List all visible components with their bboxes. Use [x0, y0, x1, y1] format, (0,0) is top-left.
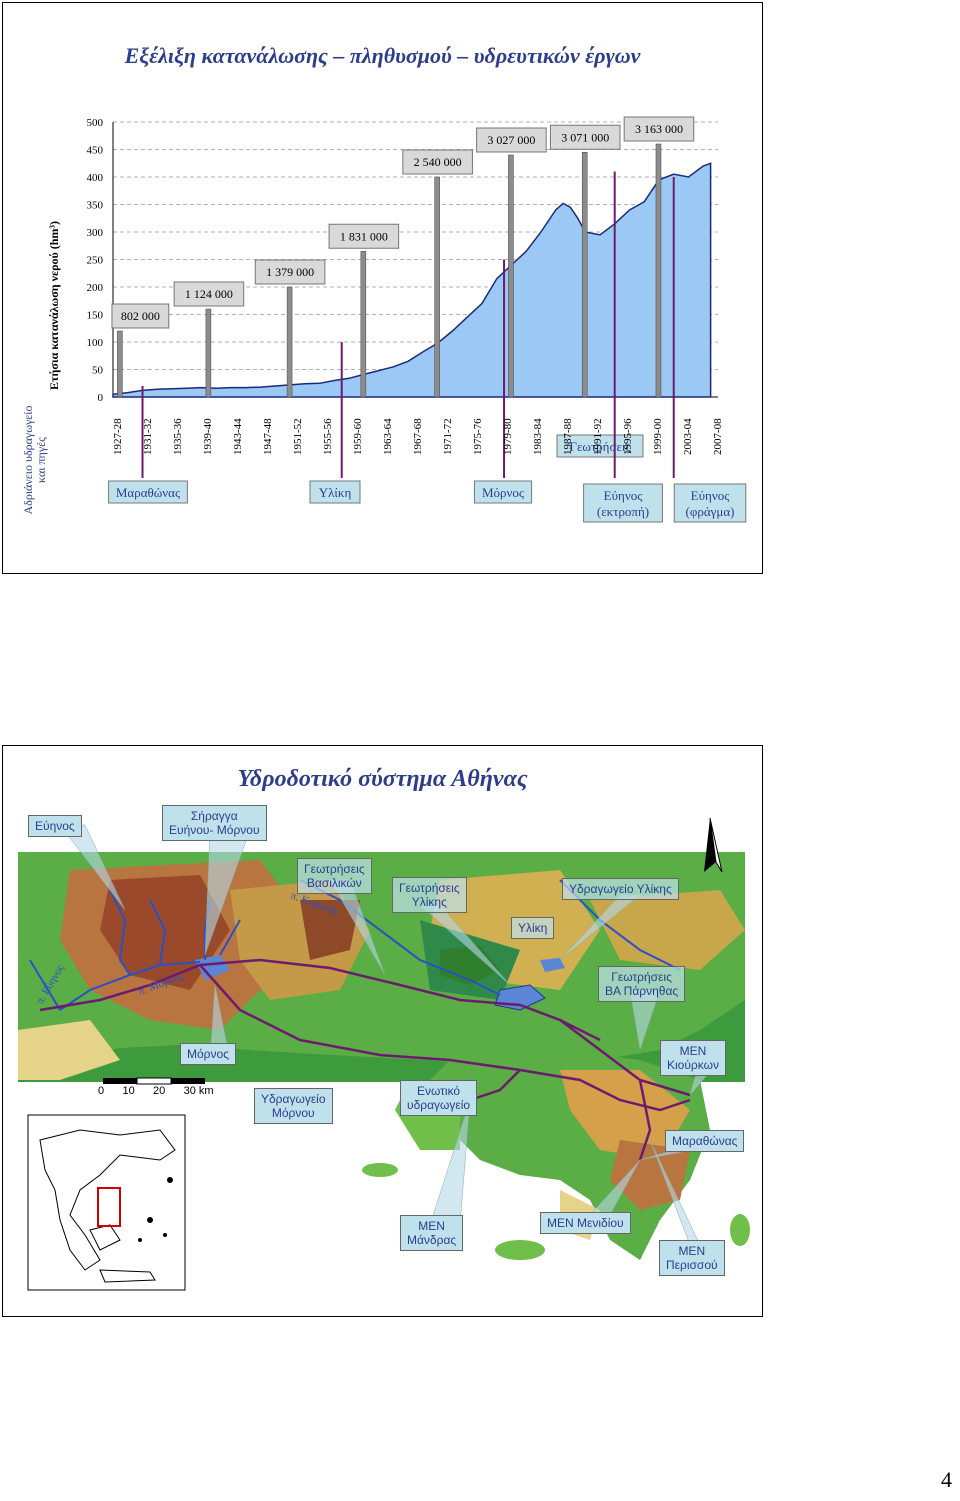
population-bar	[581, 152, 588, 398]
x-tick-label: 1991-92	[592, 418, 604, 455]
x-tick-label: 1955-56	[322, 418, 334, 455]
greece-inset-map	[27, 1114, 186, 1291]
population-label-box	[402, 149, 473, 175]
x-tick-label: 1979-80	[502, 418, 514, 455]
consumption-area	[112, 162, 712, 398]
consumption-chart: 802 000 1 124 000 1 379 000 1 831 000 2 540 …	[87, 116, 747, 523]
population-label-box	[549, 124, 621, 150]
y-tick-label: 350	[87, 200, 104, 212]
callout-evinos: Εύηνος	[28, 815, 82, 837]
slide-title: Εξέλιξη κατανάλωσης – πληθυσμού – υδρευτ…	[124, 43, 641, 68]
population-bar	[655, 143, 662, 398]
y-tick-label: 300	[87, 227, 104, 239]
work-label-box	[673, 483, 747, 523]
work-label-box	[556, 434, 644, 458]
x-tick-label: 1999-00	[652, 418, 664, 455]
population-label: 2 540 000	[414, 155, 462, 169]
scale-bar	[103, 1077, 205, 1085]
population-label-box	[328, 223, 400, 249]
work-label: (φράγμα)	[686, 504, 735, 519]
callout-boreholes-yliki: Γεωτρήσεις Υλίκης	[392, 877, 467, 913]
population-label: 1 379 000	[266, 265, 314, 279]
x-tick-label: 1931-32	[142, 418, 154, 455]
population-bar	[360, 251, 367, 398]
rivers	[29, 879, 681, 1011]
x-tick-label: 1995-96	[622, 418, 634, 455]
callout-men-kiourka: ΜΕΝ Κιούρκων	[660, 1040, 726, 1076]
population-bar	[508, 154, 514, 398]
population-bar	[117, 330, 123, 398]
x-tick-label: 1939-40	[202, 418, 214, 455]
work-label: Εύηνος	[604, 488, 644, 503]
population-label: 3 071 000	[561, 130, 609, 144]
callout-boreholes-vasilika: Γεωτρήσεις Βασιλικών	[297, 858, 372, 894]
population-label-box	[254, 259, 326, 285]
population-label: 1 831 000	[340, 229, 388, 243]
population-bar	[286, 286, 293, 398]
slide-title-2: Υδροδοτικό σύστημα Αθήνας	[237, 766, 528, 792]
population-label-box	[173, 281, 245, 307]
callout-men-mandra: ΜΕΝ Μάνδρας	[400, 1215, 464, 1251]
x-tick-label: 1975-76	[472, 418, 484, 455]
population-label-box	[111, 303, 170, 329]
callout-tunnel: Σήραγγα Ευήνου- Μόρνου	[162, 805, 267, 841]
y-tick-label: 100	[87, 337, 104, 349]
callout-men-menidi: ΜΕΝ Μενιδίου	[540, 1212, 631, 1234]
work-label-box	[583, 483, 663, 523]
x-tick-label: 1959-60	[352, 418, 364, 455]
callout-yliki: Υλίκη	[511, 917, 555, 939]
y-tick-label: 150	[87, 310, 104, 322]
x-tick-label: 1983-84	[532, 418, 544, 455]
x-tick-label: 1943-44	[232, 418, 244, 455]
population-label-box	[623, 116, 695, 142]
y-tick-label: 50	[92, 365, 104, 377]
population-label-box	[476, 127, 547, 153]
aqueducts	[39, 958, 691, 1161]
x-tick-label: 2003-04	[682, 418, 694, 455]
work-label-box	[473, 480, 533, 504]
work-label-box	[309, 480, 361, 504]
work-label: Υλίκη	[319, 485, 352, 500]
callout-mornos-aqueduct: Υδραγωγείο Μόρνου	[254, 1088, 333, 1124]
x-tick-label: 1963-64	[382, 418, 394, 455]
page-number: 4	[941, 1467, 952, 1492]
population-label: 1 124 000	[185, 287, 233, 301]
y-tick-label: 450	[87, 145, 104, 157]
callout-yliki-aqueduct: Υδραγωγείο Υλίκης	[562, 878, 679, 900]
work-label: Γεωτρήσεις	[569, 439, 631, 454]
callout-unified-aqueduct: Ενωτικό υδραγωγείο	[400, 1080, 478, 1116]
work-label: (εκτροπή)	[597, 504, 649, 519]
x-tick-label: 1967-68	[412, 418, 424, 455]
population-label: 802 000	[121, 309, 160, 323]
callout-mornos: Μόρνος	[180, 1043, 236, 1065]
scale-label: 0 10 20 30 km	[98, 1085, 214, 1097]
y-tick-label: 200	[87, 282, 104, 294]
x-tick-label: 1987-88	[562, 418, 574, 455]
y-tick-label: 0	[98, 392, 104, 404]
x-tick-label: 1935-36	[172, 418, 184, 455]
north-arrow-icon	[704, 817, 723, 873]
callout-men-perissos: ΜΕΝ Περισσού	[659, 1240, 725, 1276]
population-label: 3 163 000	[635, 122, 683, 136]
x-tick-label: 1951-52	[292, 418, 304, 455]
population-bar	[434, 176, 440, 398]
work-label: Μαραθώνας	[116, 485, 181, 500]
work-label-box	[108, 480, 188, 504]
x-tick-label: 1971-72	[442, 418, 454, 455]
work-label: Μόρνος	[482, 485, 525, 500]
y-tick-label: 400	[87, 172, 104, 184]
population-label: 3 027 000	[487, 133, 535, 147]
x-tick-label: 2007-08	[712, 418, 724, 455]
callout-boreholes-parnitha: Γεωτρήσεις ΒΑ Πάρνηθας	[598, 966, 686, 1002]
y-tick-label: 250	[87, 255, 104, 267]
work-label: Εύηνος	[691, 488, 731, 503]
x-tick-label: 1927-28	[112, 418, 124, 455]
population-bar	[205, 308, 212, 398]
x-tick-label: 1947-48	[262, 418, 274, 455]
y-tick-label: 500	[87, 117, 104, 129]
callout-marathonas: Μαραθώνας	[665, 1130, 745, 1152]
